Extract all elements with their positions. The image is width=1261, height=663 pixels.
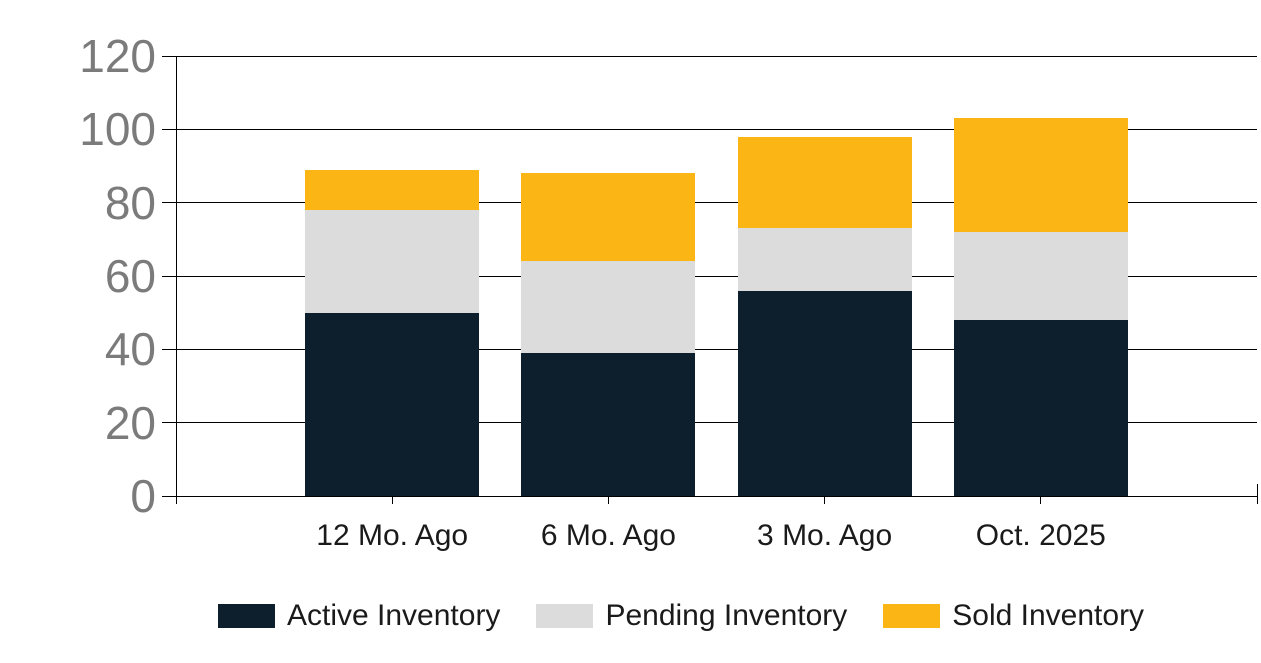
bar-segment-pending-inventory-oct-2025: [953, 232, 1128, 320]
y-axis-tick-100: [162, 128, 176, 130]
gridline-y-100: [176, 128, 1257, 130]
x-axis-end-tick: [1256, 484, 1258, 504]
gridline-y-60: [176, 275, 1257, 277]
x-axis-label-6-mo-ago: 6 Mo. Ago: [540, 519, 676, 552]
x-axis-tick-6-mo-ago: [607, 496, 609, 504]
y-axis-tick-120: [162, 55, 176, 57]
legend-label-active-inventory: Active Inventory: [287, 599, 501, 632]
y-axis-label-20: 20: [104, 396, 156, 449]
y-axis-tick-20: [162, 422, 176, 424]
legend-label-pending-inventory: Pending Inventory: [605, 599, 848, 632]
legend-label-sold-inventory: Sold Inventory: [952, 599, 1145, 632]
bar-segment-sold-inventory-oct-2025: [953, 118, 1128, 232]
chart-legend: Active Inventory Pending Inventory Sold In…: [218, 598, 1144, 634]
bar-segment-sold-inventory-3-mo-ago: [737, 136, 912, 229]
x-axis-label-3-mo-ago: 3 Mo. Ago: [757, 519, 893, 552]
bar-segment-pending-inventory-6-mo-ago: [521, 261, 696, 353]
legend-swatch-pending-inventory: [536, 604, 594, 628]
bar-segment-active-inventory-12-mo-ago: [305, 312, 480, 496]
x-axis-tick-oct-2025: [1040, 496, 1042, 504]
gridline-y-80: [176, 202, 1257, 204]
y-axis-tick-60: [162, 275, 176, 277]
gridline-y-40: [176, 348, 1257, 350]
y-axis-label-100: 100: [79, 103, 156, 156]
gridline-y-120: [176, 55, 1257, 57]
x-axis-tick-12-mo-ago: [391, 496, 393, 504]
x-axis-label-12-mo-ago: 12 Mo. Ago: [316, 519, 469, 552]
y-axis-label-120: 120: [79, 30, 156, 82]
legend-swatch-active-inventory: [218, 604, 275, 628]
bar-segment-active-inventory-oct-2025: [953, 320, 1128, 496]
legend-swatch-sold-inventory: [883, 604, 941, 628]
x-axis-label-oct-2025: Oct. 2025: [975, 519, 1106, 552]
y-axis-label-40: 40: [104, 323, 156, 376]
y-axis-tick-0: [162, 495, 176, 497]
y-axis-line: [176, 56, 177, 504]
y-axis-label-0: 0: [130, 470, 156, 522]
x-axis-tick-3-mo-ago: [824, 496, 826, 504]
bar-segment-active-inventory-3-mo-ago: [737, 290, 912, 496]
y-axis-tick-80: [162, 202, 176, 204]
gridline-y-20: [176, 422, 1257, 424]
bar-segment-pending-inventory-3-mo-ago: [737, 228, 912, 291]
legend-item-sold-inventory: Sold Inventory: [883, 598, 1144, 634]
legend-item-active-inventory: Active Inventory: [218, 598, 500, 634]
y-axis-tick-40: [162, 348, 176, 350]
x-axis-line: [176, 495, 1257, 497]
bar-segment-pending-inventory-12-mo-ago: [305, 210, 480, 313]
legend-item-pending-inventory: Pending Inventory: [536, 598, 847, 634]
y-axis-label-80: 80: [104, 176, 156, 229]
bar-segment-sold-inventory-12-mo-ago: [305, 169, 480, 210]
bar-segment-active-inventory-6-mo-ago: [521, 353, 696, 496]
y-axis-label-60: 60: [104, 250, 156, 302]
bar-segment-sold-inventory-6-mo-ago: [521, 173, 696, 262]
